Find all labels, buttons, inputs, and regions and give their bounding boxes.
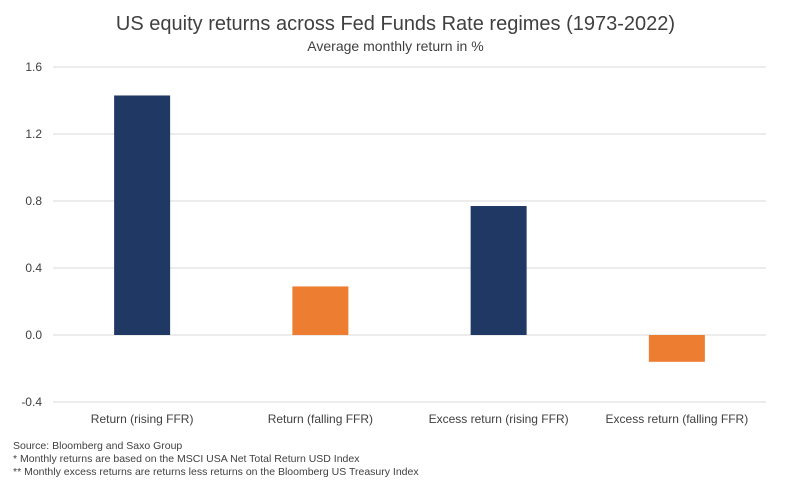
footnote-monthly-returns: * Monthly returns are based on the MSCI … [13,453,360,465]
chart-title: US equity returns across Fed Funds Rate … [115,13,676,35]
bars [114,95,705,362]
gridlines [53,66,766,403]
bar-1 [114,95,171,335]
x-category-label: Excess return (rising FFR) [429,412,569,426]
y-tick-label: -0.4 [21,395,42,409]
footnotes: Source: Bloomberg and Saxo Group * Month… [13,440,419,479]
y-tick-label: 1.2 [25,127,42,141]
x-axis-category-labels: Return (rising FFR) Return (falling FFR) E… [91,412,748,426]
footnote-excess-returns: ** Monthly excess returns are returns le… [13,466,419,478]
x-category-label: Return (falling FFR) [268,412,373,426]
bar-3 [470,206,527,335]
y-tick-label: 0.4 [25,261,42,275]
bar-4 [648,335,705,362]
y-tick-label: 0.0 [25,328,42,342]
x-category-label: Return (rising FFR) [91,412,194,426]
source-note: Source: Bloomberg and Saxo Group [13,440,183,452]
y-axis-tick-labels: 1.6 1.2 0.8 0.4 0.0 -0.4 [21,60,42,409]
bar-2 [292,286,349,335]
y-tick-label: 0.8 [25,194,42,208]
y-tick-label: 1.6 [25,60,42,74]
chart-subtitle: Average monthly return in % [307,38,484,54]
x-category-label: Excess return (falling FFR) [606,412,749,426]
